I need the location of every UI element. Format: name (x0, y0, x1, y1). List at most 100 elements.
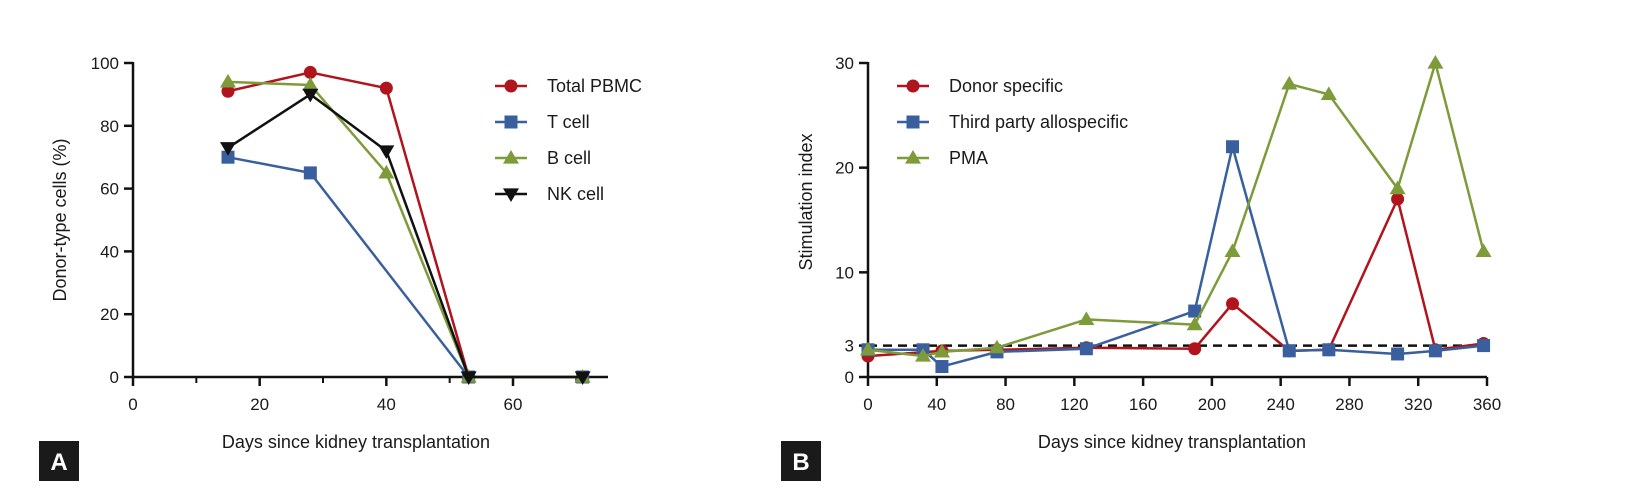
data-point (1188, 304, 1202, 318)
data-point (1224, 243, 1241, 257)
y-tick-label: 20 (835, 159, 854, 178)
y-tick-label: 30 (835, 54, 854, 73)
series-line (227, 71, 583, 379)
data-point (915, 348, 932, 362)
data-point (303, 65, 317, 79)
series-third-party-allospecific (861, 140, 1491, 374)
x-tick-label: 160 (1129, 395, 1157, 414)
legend-marker (906, 115, 920, 129)
data-point (1282, 344, 1296, 358)
data-point (1320, 86, 1337, 100)
legend: Total PBMC T cell B cell NK cell (495, 76, 642, 204)
series-line (227, 80, 583, 379)
panel-label-badge (781, 441, 821, 481)
x-tick-label: 360 (1473, 395, 1501, 414)
data-point (1322, 343, 1336, 357)
panel-label-badge (39, 441, 79, 481)
data-point (1186, 316, 1203, 331)
data-point (378, 164, 395, 179)
data-point (221, 84, 235, 98)
legend-marker (504, 79, 518, 93)
data-point (1188, 342, 1202, 356)
y-tick-label: 0 (845, 368, 854, 387)
data-point (1427, 55, 1444, 69)
legend: Donor specific Third party allospecific PM… (897, 76, 1128, 168)
panel-label: B (792, 449, 809, 476)
x-tick-label: 40 (927, 395, 946, 414)
data-point (460, 371, 477, 385)
y-tick-label: 100 (91, 54, 119, 73)
x-tick-label: 280 (1335, 395, 1363, 414)
legend-marker (503, 150, 519, 164)
data-point (220, 73, 236, 88)
data-point (1226, 297, 1240, 311)
data-point (1226, 140, 1240, 154)
x-tick-label: 240 (1266, 395, 1294, 414)
x-tick-label: 60 (504, 395, 523, 414)
x-tick-label: 20 (250, 395, 269, 414)
x-tick-label: 0 (128, 395, 137, 414)
data-point (302, 76, 319, 91)
x-tick-label: 200 (1198, 395, 1226, 414)
legend-marker (503, 188, 519, 202)
data-point (1391, 192, 1405, 206)
series-nk-cell (220, 88, 591, 385)
legend-label: Donor specific (949, 76, 1063, 96)
data-point (988, 339, 1005, 354)
data-point (1477, 339, 1491, 353)
legend-marker (906, 79, 920, 93)
data-point (303, 166, 317, 180)
series-donor-specific (861, 192, 1491, 363)
series-line (227, 93, 583, 379)
data-point (935, 360, 949, 374)
data-point (221, 150, 235, 164)
x-tick-label: 80 (996, 395, 1015, 414)
y-axis-title: Donor-type cells (%) (50, 138, 70, 301)
x-tick-label: 40 (377, 395, 396, 414)
chart-panel-b: 0 3 10 20 30 0 40 80 120 160 200 240 280 320 360 Days s… (781, 54, 1501, 481)
series-total-pbmc (221, 65, 590, 384)
y-tick-label: 3 (845, 337, 854, 356)
series-pma (860, 55, 1492, 362)
series-t-cell (221, 150, 590, 384)
data-point (1428, 344, 1442, 358)
y-tick-label: 20 (100, 305, 119, 324)
y-tick-label: 80 (100, 117, 119, 136)
chart-panel-a: 0 20 40 60 80 100 0 20 40 60 Days since kidney tra… (39, 54, 642, 481)
data-point (379, 81, 393, 95)
y-tick-label: 0 (110, 368, 119, 387)
legend-label: Total PBMC (547, 76, 642, 96)
x-tick-label: 0 (863, 395, 872, 414)
data-point (1078, 311, 1095, 326)
data-point (220, 142, 236, 156)
data-point (860, 341, 876, 356)
series-line (867, 197, 1484, 358)
legend-label: B cell (547, 148, 591, 168)
data-point (1389, 180, 1406, 195)
y-axis-title: Stimulation index (796, 133, 816, 270)
x-axis-title: Days since kidney transplantation (1038, 432, 1306, 452)
data-point (1475, 243, 1492, 257)
x-axis-title: Days since kidney transplantation (222, 432, 490, 452)
legend-label: NK cell (547, 184, 604, 204)
data-point (933, 343, 950, 358)
x-tick-label: 120 (1060, 395, 1088, 414)
legend-label: Third party allospecific (949, 112, 1128, 132)
series-line (867, 61, 1485, 358)
y-tick-label: 40 (100, 242, 119, 261)
data-point (1281, 75, 1298, 90)
panel-label: A (50, 449, 67, 476)
x-tick-label: 320 (1404, 395, 1432, 414)
legend-label: T cell (547, 112, 590, 132)
y-tick-label: 60 (100, 180, 119, 199)
legend-marker (905, 150, 921, 164)
legend-label: PMA (949, 148, 988, 168)
data-point (574, 371, 591, 385)
series-b-cell (220, 73, 591, 383)
data-point (302, 88, 319, 103)
data-point (1391, 347, 1405, 361)
data-point (378, 145, 395, 159)
data-point (1079, 342, 1093, 356)
y-tick-label: 10 (835, 263, 854, 282)
